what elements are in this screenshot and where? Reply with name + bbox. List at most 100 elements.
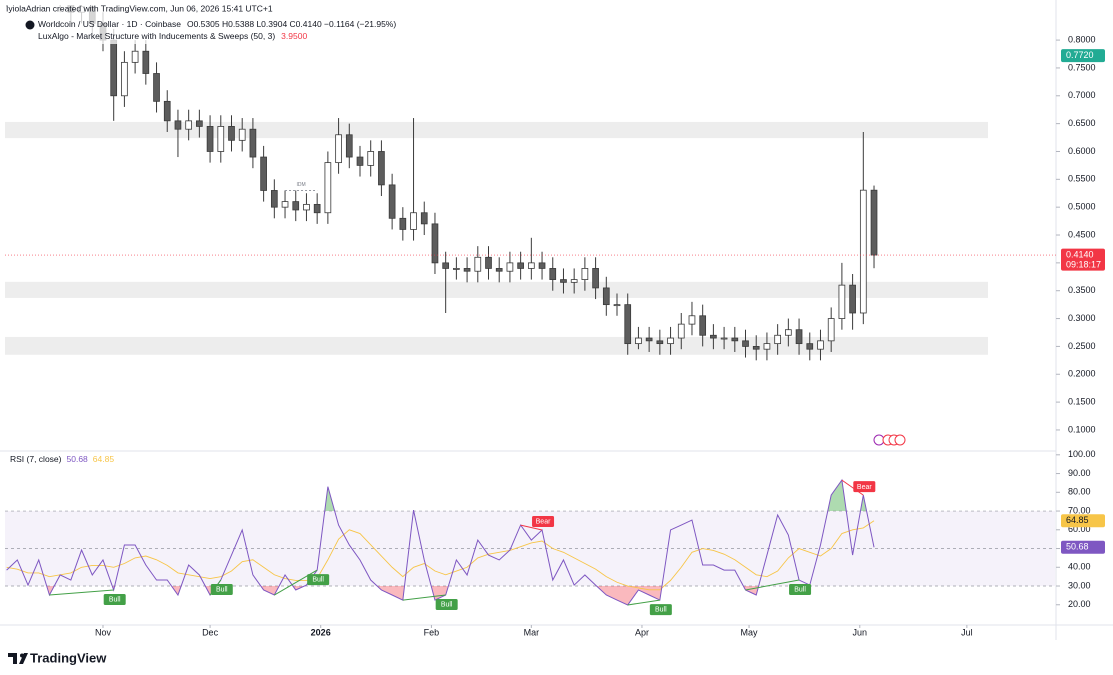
header-backdrop bbox=[0, 0, 560, 44]
candle-body bbox=[635, 337, 642, 345]
candle-body bbox=[849, 284, 856, 314]
rsi-value-label: 50.68 bbox=[1066, 542, 1089, 552]
candle-body bbox=[785, 329, 792, 336]
event-icon bbox=[894, 434, 906, 446]
divergence-label: Bull bbox=[109, 597, 121, 604]
candle-body bbox=[142, 50, 150, 74]
candle-body bbox=[870, 189, 878, 256]
candle-body bbox=[442, 262, 450, 269]
zone bbox=[5, 336, 988, 355]
y-tick-label: 0.7000 bbox=[1068, 90, 1096, 100]
annotation-label: IDM bbox=[297, 182, 306, 188]
candle-body bbox=[345, 134, 353, 158]
y-tick-label: 0.6000 bbox=[1068, 146, 1096, 156]
y-tick-label: 60.00 bbox=[1068, 524, 1091, 534]
candle-body bbox=[399, 217, 407, 230]
divergence-label: Bull bbox=[216, 587, 228, 594]
candle-body bbox=[742, 340, 749, 347]
last-price-box bbox=[1061, 248, 1105, 271]
candle-body bbox=[806, 343, 814, 350]
last-price-label: 09:18:17 bbox=[1066, 259, 1101, 269]
candle-body bbox=[645, 337, 653, 342]
logo-dot bbox=[20, 653, 24, 658]
divergence-line bbox=[49, 589, 114, 596]
divergence-box bbox=[307, 574, 330, 586]
y-tick-label: 0.2000 bbox=[1068, 369, 1096, 379]
y-tick-label: 0.7500 bbox=[1068, 62, 1096, 72]
ohlc: O0.5305 H0.5388 L0.3904 C0.4140 −0.1164 … bbox=[187, 19, 396, 29]
candle-body bbox=[453, 268, 460, 270]
candle-body bbox=[592, 268, 599, 289]
x-tick-label: 2026 bbox=[311, 627, 331, 637]
candle-body bbox=[303, 203, 310, 211]
x-tick-label: Jul bbox=[961, 627, 973, 637]
candle-body bbox=[859, 189, 867, 314]
y-tick-label: 0.1500 bbox=[1068, 396, 1096, 406]
divergence-box bbox=[532, 515, 555, 527]
rsi-legend-value: 50.68 bbox=[67, 454, 89, 464]
y-tick-label: 30.00 bbox=[1068, 580, 1091, 590]
divergence-box bbox=[210, 584, 233, 596]
candle-body bbox=[260, 156, 267, 191]
candle-body bbox=[699, 315, 707, 336]
candle-body bbox=[228, 126, 235, 141]
candle-body bbox=[656, 340, 664, 345]
candle-body bbox=[731, 337, 739, 342]
candle-body bbox=[677, 323, 685, 339]
candle-body bbox=[560, 279, 567, 283]
candle-body bbox=[752, 346, 760, 350]
rsi-legend: RSI (7, close) 50.68 64.85 bbox=[10, 454, 114, 464]
attribution: IyiolaAdrian created with TradingView.co… bbox=[6, 3, 273, 13]
symbol-icon bbox=[25, 20, 35, 30]
candle-body bbox=[388, 184, 396, 219]
candle-body bbox=[367, 151, 375, 166]
candle-body bbox=[463, 268, 471, 272]
y-tick-label: 70.00 bbox=[1068, 505, 1091, 515]
candle-body bbox=[153, 73, 160, 102]
divergence-label: Bull bbox=[441, 602, 453, 609]
divergence-box bbox=[435, 599, 458, 611]
candle-body bbox=[688, 315, 696, 325]
candle-body bbox=[249, 128, 257, 158]
plot-area: IDM 0.1000 0.1500 0.2000 0.2500 0.3000 0.3500 0… bbox=[5, 5, 1105, 637]
candle-body bbox=[281, 201, 289, 208]
candle-body bbox=[378, 151, 385, 186]
candle-body bbox=[720, 337, 728, 340]
candle-body bbox=[110, 39, 118, 97]
y-tick-label: 0.3000 bbox=[1068, 313, 1096, 323]
divergence-line bbox=[520, 524, 543, 531]
divergence-line bbox=[627, 599, 660, 606]
indicator-value: 3.9500 bbox=[281, 31, 307, 41]
indicator-name: LuxAlgo - Market Structure with Induceme… bbox=[38, 31, 275, 41]
x-tick-label: Mar bbox=[524, 627, 540, 637]
y-tick-label: 0.5000 bbox=[1068, 202, 1096, 212]
candle-body bbox=[549, 268, 557, 280]
divergence-label: Bull bbox=[655, 607, 667, 614]
candle-body bbox=[431, 223, 439, 264]
candle-body bbox=[485, 256, 492, 269]
candle-body bbox=[538, 262, 546, 269]
candle-body bbox=[602, 287, 610, 306]
x-tick-label: May bbox=[741, 627, 759, 637]
candle-body bbox=[838, 284, 846, 319]
candle-body bbox=[196, 120, 203, 127]
candle-body bbox=[763, 343, 771, 350]
y-tick-label: 80.00 bbox=[1068, 487, 1091, 497]
candle-body bbox=[238, 128, 246, 141]
x-tick-label: Nov bbox=[95, 627, 112, 637]
divergence-label: Bear bbox=[536, 519, 551, 526]
candle-body bbox=[613, 304, 621, 307]
oversold-fill bbox=[46, 586, 759, 605]
rsi-value-box bbox=[1061, 514, 1105, 528]
y-tick-label: 0.3500 bbox=[1068, 285, 1096, 295]
candle-body bbox=[185, 120, 193, 130]
divergence-box bbox=[853, 481, 876, 493]
candle-body bbox=[517, 262, 524, 269]
logo bbox=[8, 653, 28, 664]
rsi-line bbox=[6, 478, 875, 606]
rsi-title: RSI (7, close) bbox=[10, 454, 62, 464]
branding: TradingView bbox=[30, 650, 107, 665]
candle-body bbox=[163, 100, 171, 122]
candle-body bbox=[270, 190, 278, 208]
